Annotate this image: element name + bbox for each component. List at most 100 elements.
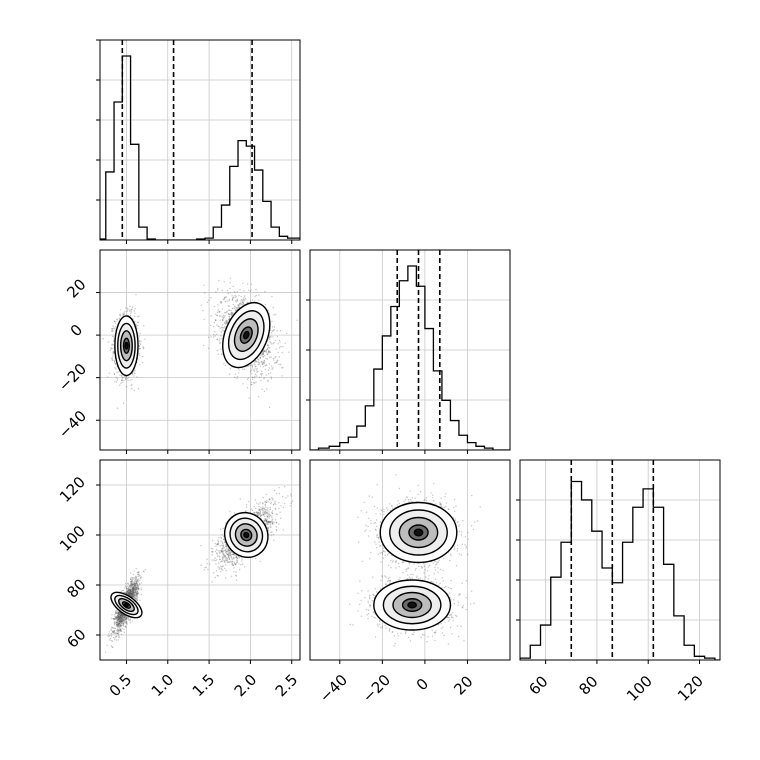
scatter-point [219, 342, 221, 344]
scatter-point [126, 588, 128, 590]
scatter-point [121, 616, 123, 618]
scatter-point [216, 338, 218, 341]
scatter-point [136, 592, 138, 595]
scatter-point [117, 616, 119, 618]
scatter-point [120, 617, 122, 619]
scatter-point [117, 614, 120, 617]
scatter-point [223, 298, 226, 300]
scatter-point [251, 364, 254, 366]
scatter-point [134, 586, 136, 588]
scatter-point [131, 387, 133, 390]
scatter-point [118, 629, 120, 631]
scatter-point [136, 587, 138, 589]
scatter-point [117, 624, 120, 627]
scatter-point [121, 615, 123, 617]
scatter-point [128, 589, 130, 591]
scatter-point [214, 335, 216, 337]
scatter-point [134, 590, 136, 592]
scatter-point [229, 277, 232, 279]
scatter-point [121, 619, 124, 621]
scatter-point [127, 593, 129, 595]
scatter-point [110, 347, 112, 349]
scatter-point [130, 581, 132, 583]
scatter-point [140, 341, 142, 343]
scatter-point [116, 616, 118, 618]
scatter-point [134, 586, 136, 589]
scatter-point [220, 348, 222, 350]
scatter-point [132, 596, 135, 598]
scatter-point [227, 554, 229, 556]
scatter-point [130, 592, 132, 595]
scatter-point [114, 380, 116, 382]
scatter-point [128, 594, 131, 596]
scatter-point [265, 364, 268, 366]
scatter-point [129, 314, 132, 317]
scatter-point [119, 615, 121, 617]
scatter-point [226, 547, 228, 550]
scatter-point [144, 569, 146, 571]
scatter-point [133, 389, 135, 392]
scatter-point [135, 599, 138, 601]
scatter-point [128, 591, 130, 593]
scatter-point [136, 588, 138, 591]
scatter-point [239, 302, 241, 305]
scatter-point [127, 377, 129, 380]
scatter-point [216, 314, 218, 317]
scatter-point [117, 627, 119, 629]
scatter-point [120, 613, 122, 615]
scatter-point [259, 356, 262, 359]
scatter-point [115, 617, 117, 619]
scatter-point [136, 594, 138, 597]
scatter-point [110, 645, 113, 647]
scatter-point [137, 584, 139, 586]
scatter-point [137, 574, 139, 576]
scatter-point [210, 297, 212, 299]
scatter-point [254, 375, 256, 377]
scatter-point [236, 377, 238, 379]
scatter-point [253, 377, 256, 379]
scatter-point [118, 616, 120, 618]
scatter-point [296, 319, 298, 321]
scatter-point [136, 590, 139, 593]
scatter-point [119, 614, 121, 616]
scatter-point [135, 581, 138, 583]
scatter-point [113, 618, 115, 620]
scatter-point [129, 591, 131, 593]
scatter-point [261, 353, 263, 355]
scatter-point [124, 310, 126, 313]
scatter-point [112, 646, 114, 648]
scatter-point [266, 345, 269, 347]
scatter-point [262, 353, 264, 356]
scatter-point [217, 289, 219, 291]
scatter-point [132, 592, 134, 594]
scatter-point [113, 327, 115, 329]
scatter-point [270, 356, 272, 358]
scatter-point [120, 617, 123, 619]
scatter-point [137, 388, 140, 390]
scatter-point [135, 590, 137, 593]
scatter-point [131, 577, 133, 579]
scatter-point [118, 632, 120, 634]
contour-level [242, 330, 250, 340]
scatter-point [118, 317, 121, 320]
scatter-point [248, 365, 250, 367]
scatter-point [132, 583, 134, 585]
scatter-point [227, 292, 229, 295]
scatter-point [226, 320, 228, 322]
scatter-point [259, 357, 261, 360]
scatter-point [131, 584, 133, 587]
scatter-point [135, 592, 137, 594]
scatter-point [224, 323, 227, 325]
scatter-point [267, 520, 269, 523]
scatter-point [119, 616, 121, 618]
scatter-point [137, 324, 139, 327]
scatter-point [243, 290, 245, 292]
scatter-point [120, 382, 122, 384]
scatter-point [129, 594, 132, 596]
scatter-point [116, 624, 119, 626]
scatter-point [246, 283, 249, 285]
scatter-point [260, 355, 262, 357]
scatter-point [143, 571, 145, 573]
scatter-point [117, 619, 119, 621]
scatter-point [223, 297, 225, 299]
